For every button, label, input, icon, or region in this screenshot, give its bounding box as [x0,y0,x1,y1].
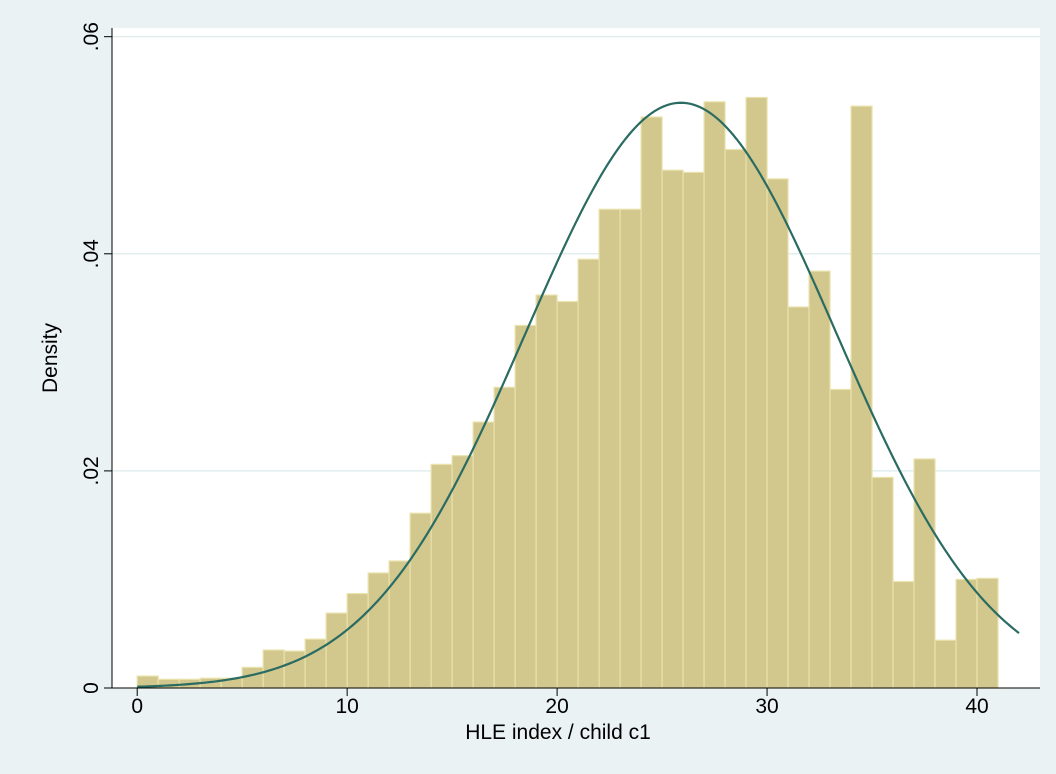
histogram-bar [325,612,348,689]
histogram-bar [535,294,558,689]
x-axis-ticks: 0 10 20 30 40 [131,688,989,718]
histogram-bar [556,300,579,689]
histogram-bar [514,324,537,689]
normal-density-curve [137,101,1020,688]
y-axis-label: Density [39,322,62,393]
histogram-bar [850,105,873,689]
x-axis-label: HLE index / child c1 [465,721,651,744]
histogram-bar [892,581,915,689]
histogram-bar [409,512,432,689]
histogram-bar [577,258,600,689]
histogram-bar [682,171,705,689]
histogram-bar [388,560,411,689]
histogram-bar [955,578,978,689]
histogram-bar [808,270,831,689]
histogram-bar [745,96,768,689]
y-axis-ticks: 0 .02 .04 .06 [80,22,112,694]
histogram-bar [619,208,642,689]
y-tick-label: .02 [80,456,103,485]
histogram-bar [661,169,684,689]
y-tick-label: .04 [80,239,103,269]
histogram-bar [598,208,621,689]
histogram-bar [934,639,957,689]
x-tick-label: 10 [335,695,358,718]
histogram-bar [451,455,474,689]
histogram-bar [703,101,726,689]
histogram-bar [871,476,894,689]
histogram-bar [472,421,495,689]
histogram-bar [493,386,516,689]
histogram-bar [829,388,852,689]
histogram-bar [766,178,789,689]
histogram-bar [787,306,810,689]
y-tick-label: 0 [80,682,103,694]
x-tick-label: 40 [965,695,988,718]
histogram-bar [241,666,264,689]
x-tick-label: 20 [545,695,568,718]
histogram-bar [283,650,306,689]
histogram-bar [724,148,747,689]
histogram-bar [640,116,663,689]
x-tick-label: 0 [131,695,143,718]
histogram-bar [346,592,369,689]
histogram-bar [913,458,936,689]
x-tick-label: 30 [755,695,778,718]
y-tick-label: .06 [80,22,103,51]
